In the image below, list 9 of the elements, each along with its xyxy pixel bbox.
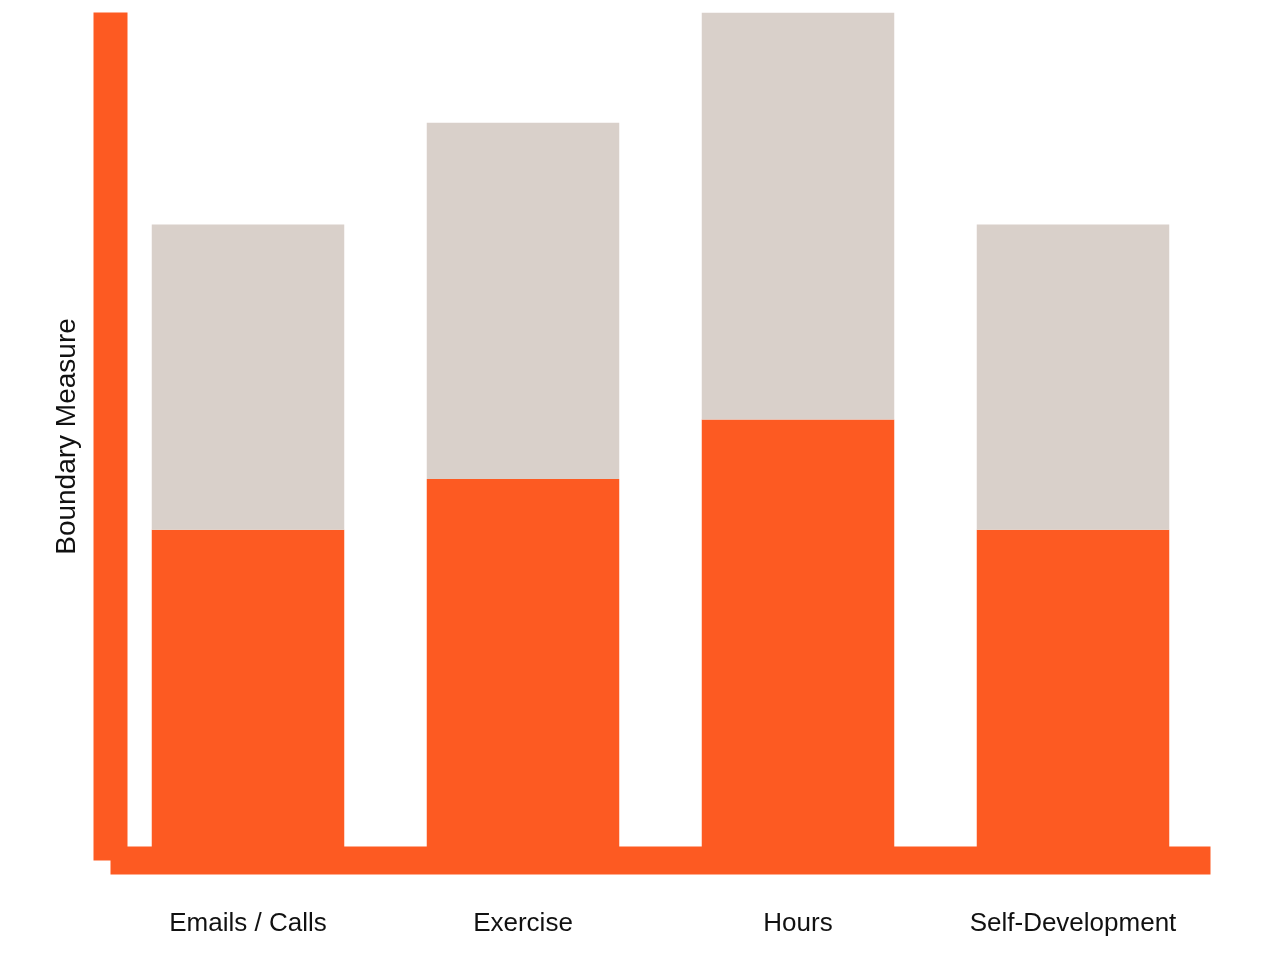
bar	[701, 12, 895, 420]
x-tick-label: Emails / Calls	[169, 906, 327, 937]
x-tick-label: Exercise	[473, 906, 573, 937]
x-tick-label: Hours	[763, 906, 833, 937]
x-tick-label: Self-Development	[969, 906, 1178, 937]
bar	[426, 122, 620, 479]
y-axis-title: Boundary Measure	[49, 318, 81, 555]
bar	[976, 224, 1170, 530]
bar	[151, 224, 345, 530]
